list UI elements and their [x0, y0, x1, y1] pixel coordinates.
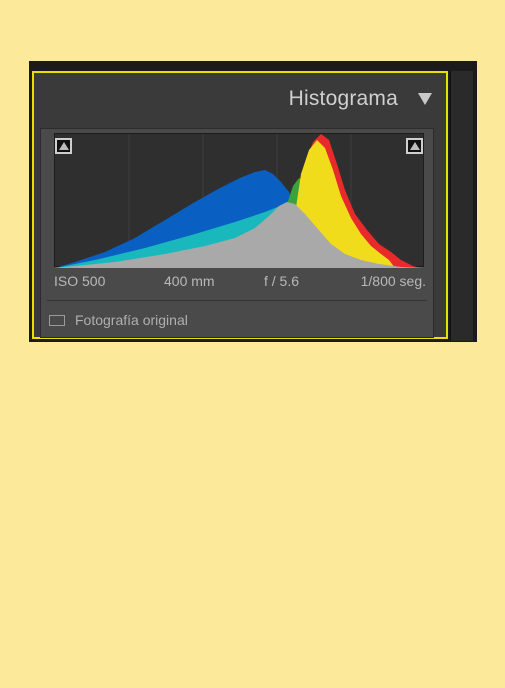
divider — [47, 300, 427, 301]
exif-info-row: ISO 500 400 mm f / 5.6 1/800 seg. — [54, 273, 426, 291]
panel-title: Histograma — [288, 87, 398, 110]
histogram-panel: Histograma — [32, 71, 448, 339]
original-photo-checkbox[interactable] — [49, 315, 65, 326]
panel-header[interactable]: Histograma — [34, 73, 446, 119]
triangle-down-icon[interactable] — [418, 93, 432, 105]
aperture-value: f / 5.6 — [264, 273, 300, 289]
histogram-box: ISO 500 400 mm f / 5.6 1/800 seg. Fotogr… — [40, 128, 434, 338]
original-photo-label: Fotografía original — [75, 312, 188, 328]
iso-value: ISO 500 — [54, 273, 106, 289]
histogram-svg — [55, 134, 425, 268]
shadow-clipping-icon[interactable] — [55, 138, 72, 154]
histogram-graph[interactable] — [54, 133, 425, 268]
histogram-gray-channel — [55, 202, 425, 268]
focal-length-value: 400 mm — [164, 273, 215, 289]
panel-scroll-strip — [450, 71, 473, 341]
highlight-clipping-icon[interactable] — [406, 138, 423, 154]
shutter-speed-value: 1/800 seg. — [360, 273, 426, 289]
